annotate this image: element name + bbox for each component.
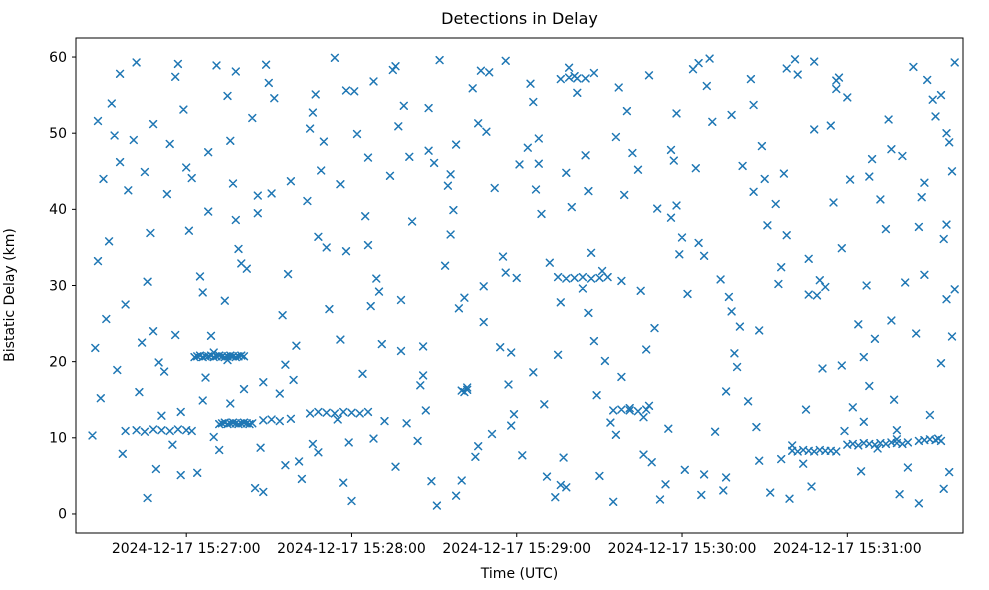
x-tick-label: 2024-12-17 15:27:00 [112, 541, 261, 557]
scatter-markers [88, 53, 959, 510]
y-tick-label: 20 [49, 354, 67, 370]
y-tick-label: 60 [49, 50, 67, 66]
x-tick-label: 2024-12-17 15:28:00 [277, 541, 426, 557]
x-tick-label: 2024-12-17 15:30:00 [608, 541, 757, 557]
x-tick-label: 2024-12-17 15:29:00 [442, 541, 591, 557]
x-tick-label: 2024-12-17 15:31:00 [773, 541, 922, 557]
y-tick-label: 0 [58, 507, 67, 523]
y-tick-label: 30 [49, 278, 67, 294]
x-axis-label: Time (UTC) [480, 566, 559, 582]
chart-title: Detections in Delay [441, 9, 598, 28]
y-tick-label: 40 [49, 202, 67, 218]
y-tick-label: 50 [49, 126, 67, 142]
y-tick-label: 10 [49, 431, 67, 447]
